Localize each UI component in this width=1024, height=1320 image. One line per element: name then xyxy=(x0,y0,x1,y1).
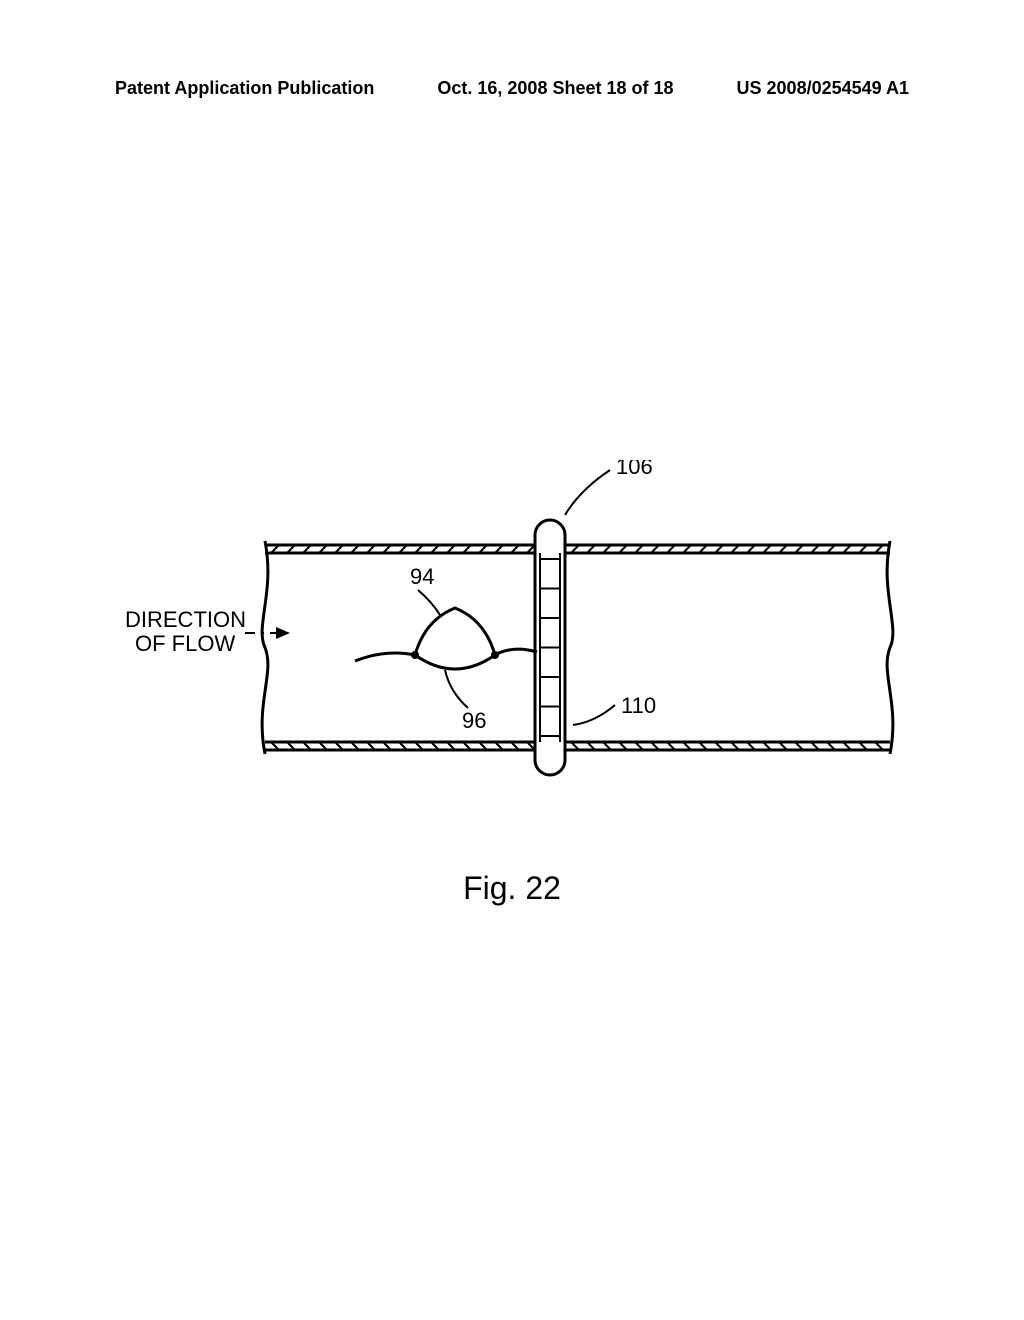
header-publication: Patent Application Publication xyxy=(115,78,374,99)
header-patent-number: US 2008/0254549 A1 xyxy=(737,78,909,99)
figure-22: DIRECTIONOF FLOW 106 94 96 110 xyxy=(120,460,910,880)
figure-caption: Fig. 22 xyxy=(0,870,1024,907)
svg-text:DIRECTION: DIRECTION xyxy=(125,607,246,632)
svg-text:96: 96 xyxy=(462,708,486,733)
header-date-sheet: Oct. 16, 2008 Sheet 18 of 18 xyxy=(437,78,673,99)
page-header: Patent Application Publication Oct. 16, … xyxy=(115,78,909,99)
svg-text:OF FLOW: OF FLOW xyxy=(135,631,235,656)
svg-text:106: 106 xyxy=(616,460,653,479)
svg-text:110: 110 xyxy=(621,693,656,718)
svg-text:94: 94 xyxy=(410,564,434,589)
